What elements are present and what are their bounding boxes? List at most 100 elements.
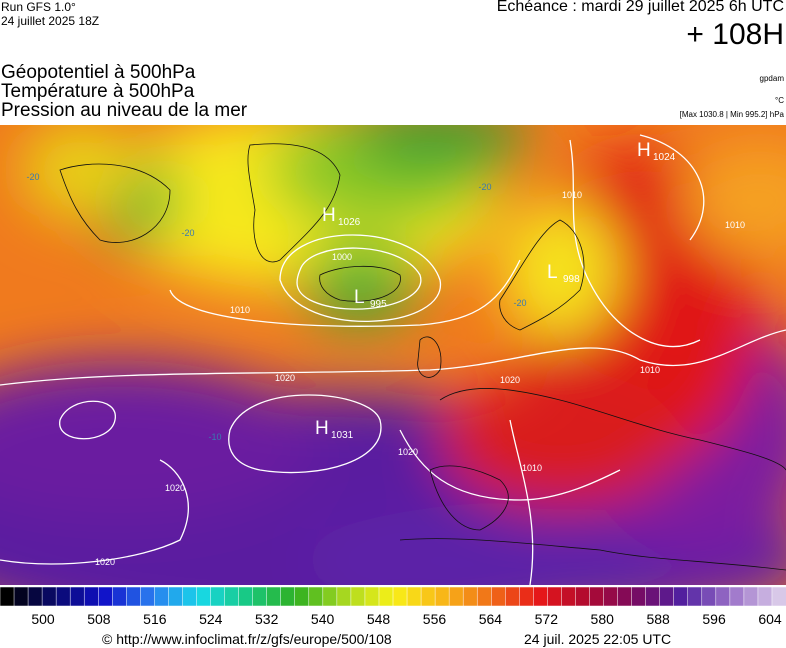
colorbar-tick-label: 532 xyxy=(255,611,279,627)
unit-label: gpdam xyxy=(759,74,784,83)
layer-title: Pression au niveau de la mer xyxy=(1,100,248,121)
colorbar-tick-label: 556 xyxy=(423,611,447,627)
colorbar-tick-label: 516 xyxy=(143,611,167,627)
field xyxy=(0,125,786,585)
valid-time: Echéance : mardi 29 juillet 2025 6h UTC xyxy=(496,0,784,15)
pressure-center-value: 998 xyxy=(563,274,580,285)
colorbar-swatch xyxy=(589,586,605,607)
temperature-label: -10 xyxy=(208,432,221,442)
colorbar-swatch xyxy=(476,586,493,607)
colorbar-swatch xyxy=(547,586,563,607)
footer-source: © http://www.infoclimat.fr/z/gfs/europe/… xyxy=(102,631,392,647)
colorbar-swatch xyxy=(420,586,436,607)
colorbar-swatch xyxy=(715,586,731,607)
colorbar-swatch xyxy=(701,586,717,607)
colorbar-swatch xyxy=(645,586,661,607)
pressure-center-value: 1031 xyxy=(331,430,354,441)
colorbar-swatch xyxy=(238,586,254,607)
layer-title: Géopotentiel à 500hPa xyxy=(1,62,196,83)
colorbar-swatch xyxy=(41,586,57,607)
temperature-label: -20 xyxy=(181,228,194,238)
colorbar-swatch xyxy=(505,586,521,607)
isobar-label: 1010 xyxy=(522,463,542,473)
colorbar-swatch xyxy=(69,586,85,607)
colorbar-swatch xyxy=(392,586,408,607)
colorbar-swatch xyxy=(13,586,29,607)
colorbar-swatch xyxy=(322,586,338,607)
isobar-label: 1020 xyxy=(398,447,418,457)
colorbar-tick-label: 604 xyxy=(758,611,782,627)
colorbar-swatch xyxy=(757,586,773,607)
pressure-center-type: H xyxy=(315,418,329,439)
colorbar-swatch xyxy=(55,586,71,607)
isobar-label: 1020 xyxy=(165,483,185,493)
colorbar-swatch xyxy=(406,586,422,607)
pressure-center-type: L xyxy=(547,262,558,283)
colorbar-swatch xyxy=(154,586,170,607)
colorbar-swatch xyxy=(224,586,240,607)
colorbar-swatch xyxy=(182,586,198,607)
colorbar-tick-label: 588 xyxy=(646,611,670,627)
colorbar-tick-label: 596 xyxy=(702,611,726,627)
coastlines xyxy=(59,143,786,571)
colorbar-swatch xyxy=(280,586,296,607)
colorbar-swatch xyxy=(561,586,577,607)
colorbar-swatch xyxy=(533,586,549,607)
temperature-label: -20 xyxy=(478,182,491,192)
colorbar-swatch xyxy=(771,586,786,607)
colorbar-swatch xyxy=(519,586,535,607)
isobar-label: 1020 xyxy=(275,373,295,383)
colorbar-swatch xyxy=(308,586,324,607)
pressure-center-value: 1024 xyxy=(653,152,676,163)
colorbar-swatch xyxy=(196,586,212,607)
run-date: 24 juillet 2025 18Z xyxy=(1,14,100,28)
colorbar-swatch xyxy=(112,586,128,607)
colorbar-tick-label: 580 xyxy=(591,611,615,627)
colorbar-swatch xyxy=(168,586,184,607)
colorbar-swatch xyxy=(140,586,156,607)
unit-label: °C xyxy=(775,96,784,105)
pressure-center-value: 1026 xyxy=(338,217,361,228)
unit-label: [Max 1030.8 | Min 995.2] hPa xyxy=(679,110,784,119)
colorbar-swatch xyxy=(491,586,507,607)
colorbar-swatch xyxy=(266,586,282,607)
colorbar-tick-label: 500 xyxy=(31,611,55,627)
colorbar-swatch xyxy=(617,586,633,607)
isobar-label: 1020 xyxy=(95,557,115,567)
colorbar-swatch xyxy=(210,586,226,607)
pressure-center-type: H xyxy=(322,205,336,226)
temperature-label: -20 xyxy=(26,172,39,182)
colorbar-tick-label: 524 xyxy=(199,611,223,627)
colorbar-swatch xyxy=(27,586,43,607)
isobar-label: 1010 xyxy=(562,190,582,200)
colorbar-swatch xyxy=(448,586,464,607)
colorbar-swatch xyxy=(252,586,268,607)
colorbar-swatch xyxy=(336,586,352,607)
colorbar-swatch xyxy=(434,586,450,607)
colorbar-swatch xyxy=(378,586,394,607)
isobars xyxy=(0,134,786,585)
layer-title: Température à 500hPa xyxy=(1,81,195,102)
colorbar-swatch xyxy=(743,586,759,607)
colorbar-swatch xyxy=(575,586,591,607)
colorbar-swatch xyxy=(126,586,142,607)
temperature-label: -20 xyxy=(513,298,526,308)
isobar-label: 1010 xyxy=(725,220,745,230)
colorbar-tick-label: 548 xyxy=(367,611,391,627)
colorbar-swatch xyxy=(462,586,478,607)
isobar-label: 1020 xyxy=(500,375,520,385)
run-label: Run GFS 1.0° xyxy=(1,0,76,14)
colorbar-swatch xyxy=(603,586,619,607)
colorbar-swatch xyxy=(631,586,647,607)
colorbar-swatch xyxy=(350,586,366,607)
colorbar-tick-label: 572 xyxy=(535,611,559,627)
isobar-label: 1000 xyxy=(332,252,352,262)
colorbar-swatch xyxy=(364,586,380,607)
colorbar-swatch xyxy=(0,586,15,607)
colorbar-swatch xyxy=(729,586,745,607)
colorbar-tick-label: 564 xyxy=(479,611,503,627)
colorbar-swatch xyxy=(98,586,114,607)
pressure-center-type: L xyxy=(354,287,365,308)
